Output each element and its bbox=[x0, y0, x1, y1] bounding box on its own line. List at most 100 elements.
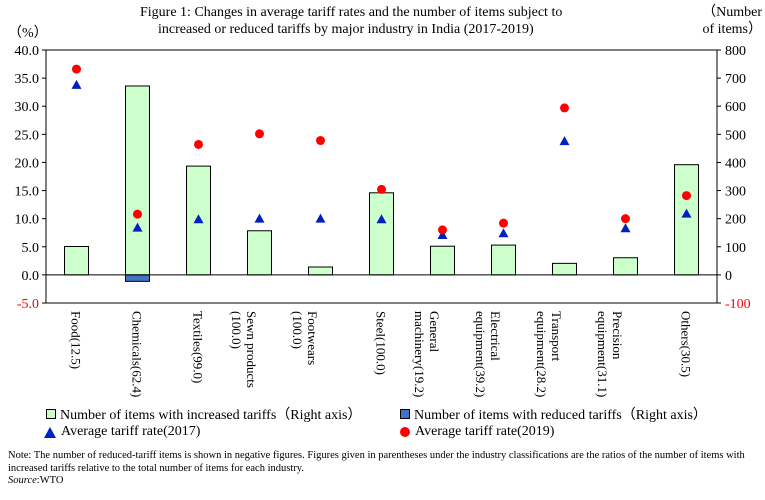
right-axis-unit-line2: of items） bbox=[702, 22, 763, 37]
bar-increased bbox=[430, 245, 455, 276]
legend-swatch-increased bbox=[46, 409, 56, 419]
bar-increased bbox=[64, 245, 89, 276]
point-rate2017 bbox=[132, 222, 143, 232]
x-category-label-line: (100.0) bbox=[229, 311, 244, 349]
right-tick-label: 300 bbox=[725, 185, 746, 200]
point-rate2019 bbox=[133, 209, 142, 219]
right-axis-unit-line1: （Number bbox=[702, 5, 762, 20]
chart-title-line2: increased or reduced tariffs by major in… bbox=[158, 22, 534, 37]
point-rate2019 bbox=[377, 184, 386, 194]
chart-plot: -5.0 0.0 5.0 10.0 15.0 20.0 25.0 30.0 35.0 40.0 -1… bbox=[15, 44, 751, 397]
legend-swatch-reduced bbox=[400, 409, 410, 419]
legend-label-increased: Number of items with increased tariffs（R… bbox=[60, 408, 362, 423]
point-rate2017 bbox=[498, 228, 509, 238]
legend-dot-icon bbox=[400, 427, 410, 437]
right-tick-label: 700 bbox=[725, 72, 746, 87]
chart-title-line1: Figure 1: Changes in average tariff rate… bbox=[140, 5, 563, 20]
left-tick-label: 25.0 bbox=[15, 128, 40, 143]
x-category-label-line: General bbox=[427, 311, 442, 353]
bar-increased bbox=[552, 262, 577, 276]
point-rate2017 bbox=[71, 79, 82, 89]
left-tick-label: 40.0 bbox=[15, 44, 40, 59]
left-tick-label: 10.0 bbox=[15, 213, 40, 228]
x-category-label: Others(30.5) bbox=[679, 311, 694, 377]
x-category-label-line: machinery(19.2) bbox=[412, 311, 427, 397]
x-category-label: Food(12.5) bbox=[69, 311, 84, 369]
x-category-label-line: Sewn products bbox=[244, 311, 259, 388]
legend-label-reduced: Number of items with reduced tariffs（Rig… bbox=[414, 408, 707, 423]
legend-label-rate2017: Average tariff rate(2017) bbox=[61, 424, 201, 439]
right-tick-label: 800 bbox=[725, 44, 746, 59]
x-category-label-line: (100.0) bbox=[290, 311, 305, 349]
right-tick-label: 200 bbox=[725, 213, 746, 228]
legend-triangle-icon bbox=[44, 426, 56, 438]
legend-item-increased: Number of items with increased tariffs（R… bbox=[46, 404, 361, 424]
source-value: :WTO bbox=[36, 475, 64, 486]
right-tick-label: 0 bbox=[725, 269, 732, 284]
legend-item-reduced: Number of items with reduced tariffs（Rig… bbox=[400, 404, 707, 424]
right-tick-label: 600 bbox=[725, 100, 746, 115]
x-category-label-line: Chemicals(62.4) bbox=[130, 311, 145, 397]
x-category-label-line: Steel(100.0) bbox=[374, 311, 389, 375]
point-rate2019 bbox=[194, 139, 203, 149]
right-axis-unit: （Number of items） bbox=[690, 4, 762, 38]
bar-increased bbox=[247, 230, 272, 276]
point-rate2017 bbox=[559, 136, 570, 146]
x-category-label-line: Transport bbox=[549, 311, 564, 361]
x-category-label-line: Others(30.5) bbox=[679, 311, 694, 377]
left-axis-unit: （%） bbox=[8, 26, 48, 41]
bar-increased bbox=[674, 164, 699, 276]
x-category-label-line: Electrical bbox=[488, 311, 503, 361]
x-category-label-line: Footwears bbox=[305, 311, 320, 365]
point-rate2017 bbox=[193, 214, 204, 224]
x-category-label: Sewn products(100.0) bbox=[229, 311, 259, 388]
point-rate2019 bbox=[621, 214, 630, 224]
x-category-label: Steel(100.0) bbox=[374, 311, 389, 375]
point-rate2019 bbox=[316, 136, 325, 146]
point-rate2017 bbox=[315, 213, 326, 223]
bar-increased bbox=[125, 85, 150, 276]
x-category-label: Textiles(99.0) bbox=[191, 311, 206, 383]
right-tick-label: 100 bbox=[725, 241, 746, 256]
left-tick-label: 0.0 bbox=[22, 269, 40, 284]
bar-increased bbox=[613, 257, 638, 276]
chart-title: Figure 1: Changes in average tariff rate… bbox=[140, 4, 610, 38]
x-category-label-line: equipment(39.2) bbox=[473, 311, 488, 397]
source-label: Source bbox=[8, 475, 37, 486]
right-tick-label: -100 bbox=[725, 297, 751, 312]
x-category-label-line: Textiles(99.0) bbox=[191, 311, 206, 383]
point-rate2017 bbox=[376, 214, 387, 224]
point-rate2017 bbox=[254, 213, 265, 223]
bar-increased bbox=[491, 244, 516, 276]
legend-item-rate2017: Average tariff rate(2017) bbox=[44, 424, 200, 440]
left-tick-label: 15.0 bbox=[15, 185, 40, 200]
legend-label-rate2019: Average tariff rate(2019) bbox=[415, 424, 555, 439]
point-rate2019 bbox=[72, 64, 81, 74]
chart-source: Source:WTO bbox=[8, 475, 63, 486]
x-category-label-line: Precision bbox=[610, 311, 625, 360]
point-rate2017 bbox=[620, 223, 631, 233]
x-category-label: Footwears(100.0) bbox=[290, 311, 320, 365]
right-tick-label: 500 bbox=[725, 128, 746, 143]
point-rate2019 bbox=[438, 225, 447, 235]
bar-reduced bbox=[125, 274, 150, 282]
right-tick-label: 400 bbox=[725, 156, 746, 171]
left-tick-label: 5.0 bbox=[22, 241, 40, 256]
bar-increased bbox=[308, 266, 333, 276]
point-rate2017 bbox=[437, 229, 448, 239]
left-tick-label: 30.0 bbox=[15, 100, 40, 115]
chart-note: Note: The number of reduced-tariff items… bbox=[8, 450, 745, 474]
point-rate2017 bbox=[681, 208, 692, 218]
point-rate2019 bbox=[255, 129, 264, 139]
point-rate2019 bbox=[560, 103, 569, 113]
x-category-label: Chemicals(62.4) bbox=[130, 311, 145, 397]
bar-increased bbox=[369, 192, 394, 276]
legend-item-rate2019: Average tariff rate(2019) bbox=[400, 424, 554, 440]
x-category-label-line: equipment(31.1) bbox=[595, 311, 610, 397]
left-tick-label: 20.0 bbox=[15, 156, 40, 171]
x-category-label-line: Food(12.5) bbox=[69, 311, 84, 369]
